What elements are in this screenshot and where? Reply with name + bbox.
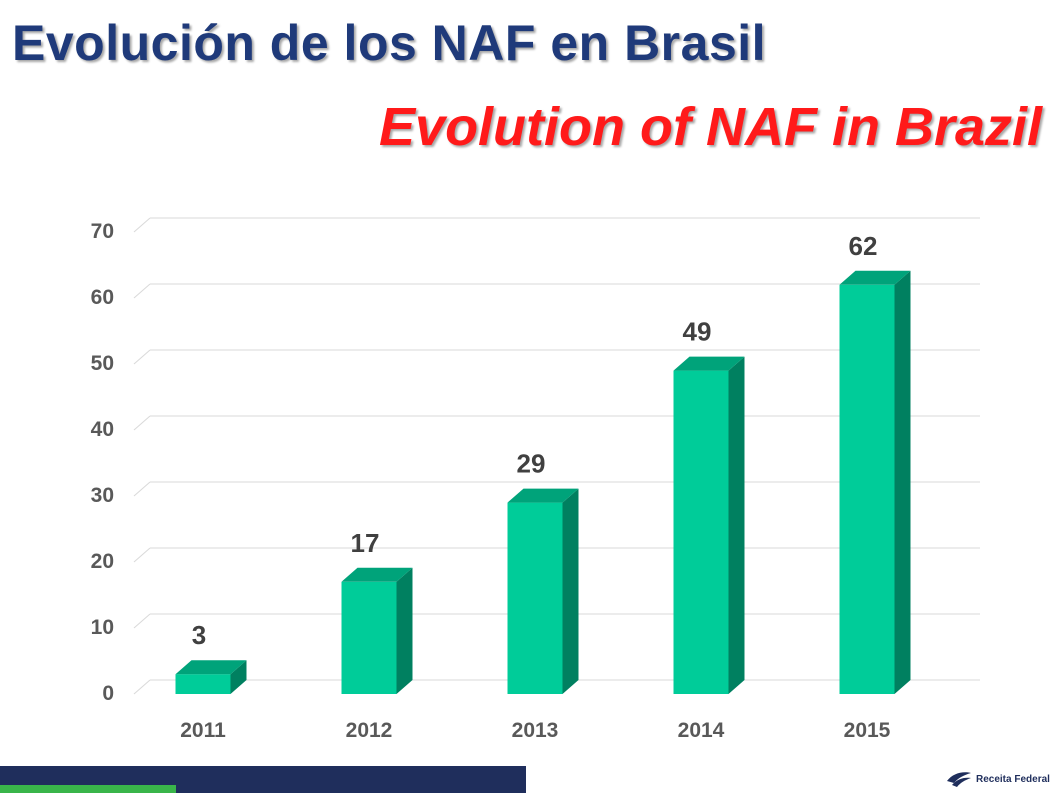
gridline-diagonal <box>133 481 151 497</box>
receita-federal-logo: Receita Federal <box>946 768 1050 790</box>
bar-chart: 0 10 20 30 40 50 60 70 3 2011 17 2012 29 2013 49 2014 62… <box>91 217 980 742</box>
bar <box>673 370 729 694</box>
bar-side <box>894 270 911 694</box>
data-label: 17 <box>351 528 380 558</box>
logo-icon <box>947 772 971 787</box>
title-english: Evolution of NAF in Brazil <box>379 97 1042 157</box>
x-tick-label: 2012 <box>346 719 393 742</box>
bar-top <box>507 488 579 503</box>
logo-text: Receita Federal <box>976 773 1050 785</box>
bar <box>507 502 563 694</box>
data-label: 49 <box>683 317 712 347</box>
y-tick-label: 20 <box>91 550 114 573</box>
bar-top <box>673 356 745 371</box>
bar-side <box>230 660 247 694</box>
gridline-diagonal <box>133 547 151 563</box>
footer-bar-green <box>0 785 176 793</box>
bar-top <box>839 270 911 285</box>
gridline-diagonal <box>133 415 151 431</box>
y-tick-label: 60 <box>91 286 114 309</box>
x-tick-label: 2014 <box>678 719 725 742</box>
bar-side <box>396 567 413 694</box>
bar <box>839 284 895 694</box>
y-tick-label: 70 <box>91 220 114 243</box>
data-label: 62 <box>849 231 878 261</box>
x-tick-label: 2013 <box>512 719 559 742</box>
bar-top <box>175 660 247 675</box>
y-tick-label: 40 <box>91 418 114 441</box>
bar <box>341 581 397 694</box>
gridline-diagonal <box>133 679 151 695</box>
x-tick-label: 2015 <box>844 719 891 742</box>
y-tick-label: 50 <box>91 352 114 375</box>
bar-side <box>728 356 745 694</box>
gridline-diagonal <box>133 217 151 233</box>
y-tick-label: 0 <box>102 682 114 705</box>
bar-side <box>562 488 579 694</box>
data-label: 3 <box>192 620 206 650</box>
x-tick-label: 2011 <box>180 719 226 742</box>
gridline-diagonal <box>133 613 151 629</box>
bar-top <box>341 567 413 582</box>
bar <box>175 674 231 694</box>
data-label: 29 <box>517 449 546 479</box>
y-tick-label: 30 <box>91 484 114 507</box>
title-spanish: Evolución de los NAF en Brasil <box>12 15 767 71</box>
gridline-diagonal <box>133 349 151 365</box>
gridline-diagonal <box>133 283 151 299</box>
y-tick-label: 10 <box>91 616 114 639</box>
